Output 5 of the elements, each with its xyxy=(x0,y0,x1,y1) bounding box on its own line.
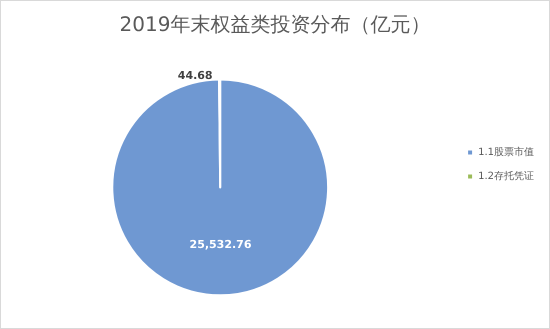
legend-label: 1.1股票市值 xyxy=(478,146,534,158)
data-label: 44.68 xyxy=(178,68,213,82)
data-label: 25,532.76 xyxy=(190,238,252,251)
legend-label: 1.2存托凭证 xyxy=(478,170,534,182)
chart-title: 2019年末权益类投资分布（亿元） xyxy=(120,12,430,36)
